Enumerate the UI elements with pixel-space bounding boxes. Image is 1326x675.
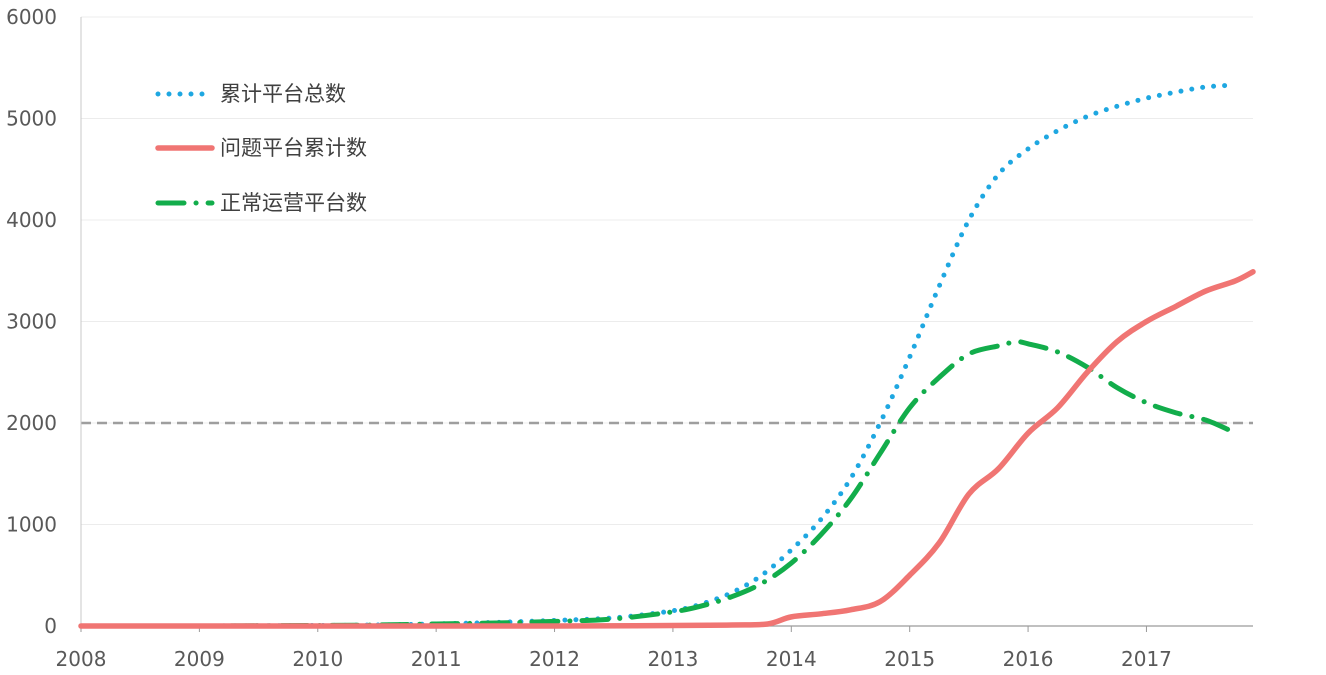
y-tick-label: 6000 xyxy=(6,5,57,29)
series-lines xyxy=(78,82,1256,629)
legend-label-3: 正常运营平台数 xyxy=(220,191,367,215)
y-tick-label: 5000 xyxy=(6,107,57,131)
legend-item-1: 累计平台总数 xyxy=(155,82,346,106)
legend-label-1: 累计平台总数 xyxy=(220,82,346,106)
series-line-1 xyxy=(78,82,1238,629)
series-line-3 xyxy=(78,339,1232,629)
legend-label-2: 问题平台累计数 xyxy=(220,136,367,160)
y-tick-label: 2000 xyxy=(6,411,57,435)
y-tick-label: 0 xyxy=(44,614,57,638)
x-tick-label: 2012 xyxy=(529,647,580,671)
x-tick-label: 2010 xyxy=(292,647,343,671)
series-line-2 xyxy=(78,269,1256,629)
y-tick-label: 3000 xyxy=(6,310,57,334)
legend-item-2: 问题平台累计数 xyxy=(155,136,367,160)
x-tick-label: 2011 xyxy=(411,647,462,671)
x-tick-label: 2017 xyxy=(1121,647,1172,671)
x-tick-label: 2016 xyxy=(1003,647,1054,671)
y-tick-label: 1000 xyxy=(6,513,57,537)
series-3 xyxy=(78,339,1232,629)
y-tick-label: 4000 xyxy=(6,208,57,232)
series-2 xyxy=(78,269,1256,629)
legend-item-3: 正常运营平台数 xyxy=(155,191,367,215)
x-tick-label: 2015 xyxy=(884,647,935,671)
x-tick-label: 2009 xyxy=(174,647,225,671)
x-tick-label: 2008 xyxy=(56,647,107,671)
x-tick-label: 2013 xyxy=(647,647,698,671)
axes: 0 1000 2000 3000 4000 5000 6000 2008 2009 2010 201… xyxy=(6,5,1253,671)
series-1 xyxy=(78,82,1238,629)
x-tick-label: 2014 xyxy=(766,647,817,671)
